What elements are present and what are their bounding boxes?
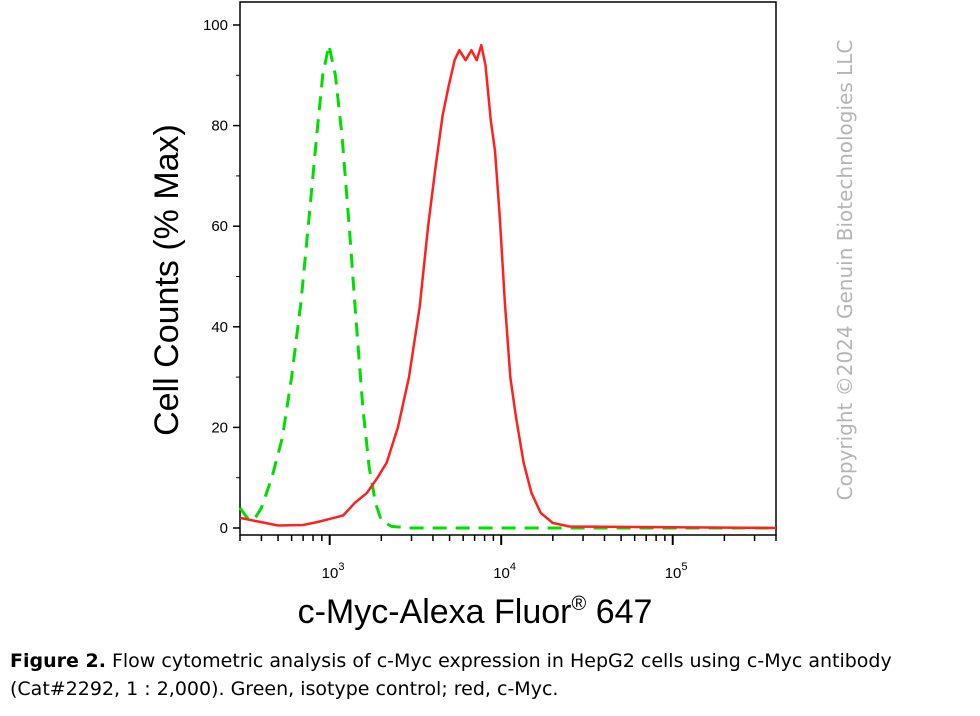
x-axis-title-sup: ® xyxy=(572,593,587,615)
y-axis-title: Cell Counts (% Max) xyxy=(148,124,186,436)
x-tick-label: 103 xyxy=(322,561,345,582)
series-layer xyxy=(238,43,777,530)
y-tick-label: 100 xyxy=(203,17,228,34)
x-tick-label: 105 xyxy=(665,561,688,582)
c-myc-curve xyxy=(239,43,777,530)
x-axis: 103 104 105 xyxy=(239,535,777,582)
x-axis-title-main: c-Myc-Alexa Fluor xyxy=(298,593,572,631)
y-tick-label: 20 xyxy=(211,419,228,436)
x-tick-exponent: 5 xyxy=(681,561,687,573)
x-tick-exponent: 3 xyxy=(338,561,344,573)
copyright-watermark: Copyright ©2024 Genuin Biotechnologies L… xyxy=(833,40,857,501)
isotype-control-curve xyxy=(238,43,776,530)
x-tick-label: 104 xyxy=(493,561,516,582)
y-tick-label: 40 xyxy=(211,319,228,336)
x-tick-base: 10 xyxy=(665,565,682,582)
figure-caption: Figure 2. Flow cytometric analysis of c-… xyxy=(10,647,978,703)
caption-text: Flow cytometric analysis of c-Myc expres… xyxy=(10,650,892,700)
y-tick-label: 60 xyxy=(211,218,228,235)
y-axis: 0 20 40 60 80 100 xyxy=(203,17,240,537)
y-tick-label: 80 xyxy=(211,118,228,135)
x-tick-exponent: 4 xyxy=(510,561,516,573)
caption-lead: Figure 2. xyxy=(10,650,106,672)
y-tick-label: 0 xyxy=(220,520,228,537)
x-tick-base: 10 xyxy=(322,565,339,582)
plot-frame xyxy=(239,1,777,536)
x-axis-title: c-Myc-Alexa Fluor® 647 xyxy=(298,593,653,631)
x-axis-title-tail: 647 xyxy=(586,593,652,631)
x-tick-base: 10 xyxy=(493,565,510,582)
